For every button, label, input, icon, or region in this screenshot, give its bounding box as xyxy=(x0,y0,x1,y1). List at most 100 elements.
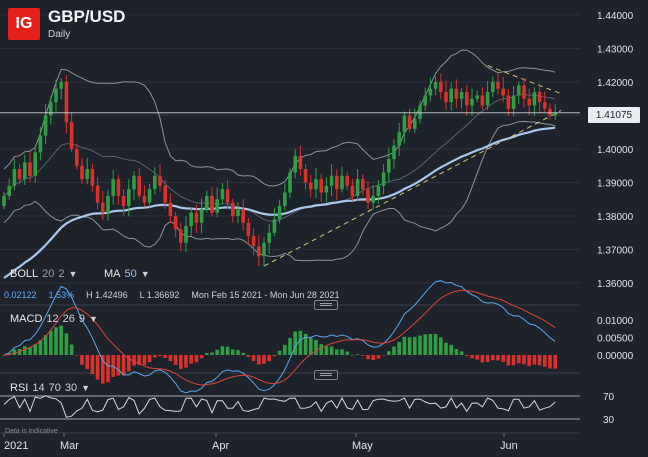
macd-histogram-bar xyxy=(335,349,339,355)
macd-histogram-bar xyxy=(475,355,479,360)
candle-body xyxy=(163,185,167,203)
candle-body xyxy=(402,115,407,133)
macd-histogram-bar xyxy=(496,355,500,361)
macd-histogram-bar xyxy=(293,331,297,355)
macd-histogram-bar xyxy=(543,355,547,367)
change-pct-value: 1.53% xyxy=(48,290,75,300)
candle-body xyxy=(43,115,48,136)
candle-body xyxy=(329,175,334,186)
candle-body xyxy=(137,175,141,196)
macd-signal-line xyxy=(3,289,556,386)
macd-histogram-bar xyxy=(350,354,355,356)
candle-body xyxy=(517,85,521,96)
candle-body xyxy=(267,232,271,243)
bollinger-lower-band xyxy=(3,120,556,262)
candle-body xyxy=(407,115,412,129)
candle-body xyxy=(106,195,110,213)
macd-histogram-bar xyxy=(392,346,396,355)
candle-body xyxy=(199,209,204,223)
candle-body xyxy=(371,195,375,203)
macd-histogram-bar xyxy=(449,344,453,355)
candle-body xyxy=(418,105,422,119)
macd-axis-label: 0.00500 xyxy=(597,334,634,345)
candle-body xyxy=(283,192,287,206)
macd-histogram-bar xyxy=(38,340,43,355)
rsi-name: RSI xyxy=(10,382,29,394)
candle-body xyxy=(189,212,193,227)
pane-resize-handle[interactable] xyxy=(314,300,338,310)
y-axis-label: 1.40000 xyxy=(597,145,634,156)
macd-histogram-bar xyxy=(465,355,469,357)
macd-histogram-bar xyxy=(319,344,323,355)
macd-histogram-bar xyxy=(283,344,287,355)
macd-histogram-bar xyxy=(454,349,459,355)
macd-histogram-bar xyxy=(532,355,537,365)
macd-histogram-bar xyxy=(361,355,365,356)
chevron-down-icon[interactable]: ▼ xyxy=(89,314,98,324)
ma-indicator-legend[interactable]: MA 50 ▼ xyxy=(104,268,150,280)
macd-histogram-bar xyxy=(407,337,412,355)
candle-body xyxy=(23,162,27,180)
macd-histogram-bar xyxy=(220,346,225,355)
candle-body xyxy=(454,88,459,99)
boll-indicator-legend[interactable]: BOLL 20 2 ▼ xyxy=(10,268,77,280)
candle-body xyxy=(142,195,147,203)
pane-resize-handle[interactable] xyxy=(314,370,338,380)
macd-signal: 9 xyxy=(78,313,86,325)
candle-body xyxy=(262,242,266,257)
candle-body xyxy=(527,98,531,106)
macd-histogram-bar xyxy=(272,355,277,357)
candle-body xyxy=(335,175,339,190)
macd-histogram-bar xyxy=(345,351,349,355)
candle-body xyxy=(288,172,292,193)
macd-histogram-bar xyxy=(215,349,219,355)
macd-histogram-bar xyxy=(485,355,490,363)
macd-indicator-legend[interactable]: MACD 12 26 9 ▼ xyxy=(10,313,98,325)
chevron-down-icon[interactable]: ▼ xyxy=(81,383,91,393)
macd-histogram-bar xyxy=(277,350,282,355)
candle-body xyxy=(470,98,474,106)
macd-histogram-bar xyxy=(158,355,162,357)
macd-histogram-bar xyxy=(59,325,63,355)
macd-histogram-bar xyxy=(28,347,32,355)
chevron-down-icon[interactable]: ▼ xyxy=(68,269,78,279)
candle-body xyxy=(511,95,516,109)
macd-histogram-bar xyxy=(179,355,183,369)
macd-histogram-bar xyxy=(314,339,318,355)
candle-body xyxy=(293,155,297,173)
candle-body xyxy=(433,82,438,89)
macd-histogram-bar xyxy=(75,355,79,356)
candle-body xyxy=(168,202,173,216)
bollinger-upper-band xyxy=(3,49,556,187)
macd-histogram-bar xyxy=(121,355,126,376)
candle-body xyxy=(64,82,69,123)
rsi-upper: 70 xyxy=(48,382,61,394)
candle-body xyxy=(236,209,240,216)
macd-histogram-bar xyxy=(329,346,334,355)
macd-histogram-bar xyxy=(184,355,188,368)
chevron-down-icon[interactable]: ▼ xyxy=(140,269,150,279)
macd-histogram-bar xyxy=(236,350,240,355)
candle-body xyxy=(80,165,84,180)
candle-body xyxy=(309,182,313,190)
macd-histogram-bar xyxy=(267,355,271,361)
rsi-indicator-legend[interactable]: RSI 14 70 30 ▼ xyxy=(10,382,90,394)
candle-body xyxy=(532,92,537,106)
rsi-lower: 30 xyxy=(64,382,78,394)
candle-body xyxy=(231,202,235,216)
macd-fast: 12 xyxy=(46,313,59,325)
macd-histogram-bar xyxy=(246,355,251,357)
candle-body xyxy=(397,132,401,146)
date-range: Mon Feb 15 2021 - Mon Jun 28 2021 xyxy=(191,290,340,300)
candle-body xyxy=(54,88,58,103)
macd-histogram-bar xyxy=(173,355,178,365)
macd-histogram-bar xyxy=(553,355,557,369)
candle-body xyxy=(132,175,136,190)
macd-axis-label: 0.00000 xyxy=(597,351,634,362)
macd-histogram-bar xyxy=(132,355,136,366)
macd-histogram-bar xyxy=(397,341,401,355)
candle-body xyxy=(147,189,152,203)
candle-body xyxy=(298,155,303,170)
macd-histogram-bar xyxy=(428,333,433,355)
